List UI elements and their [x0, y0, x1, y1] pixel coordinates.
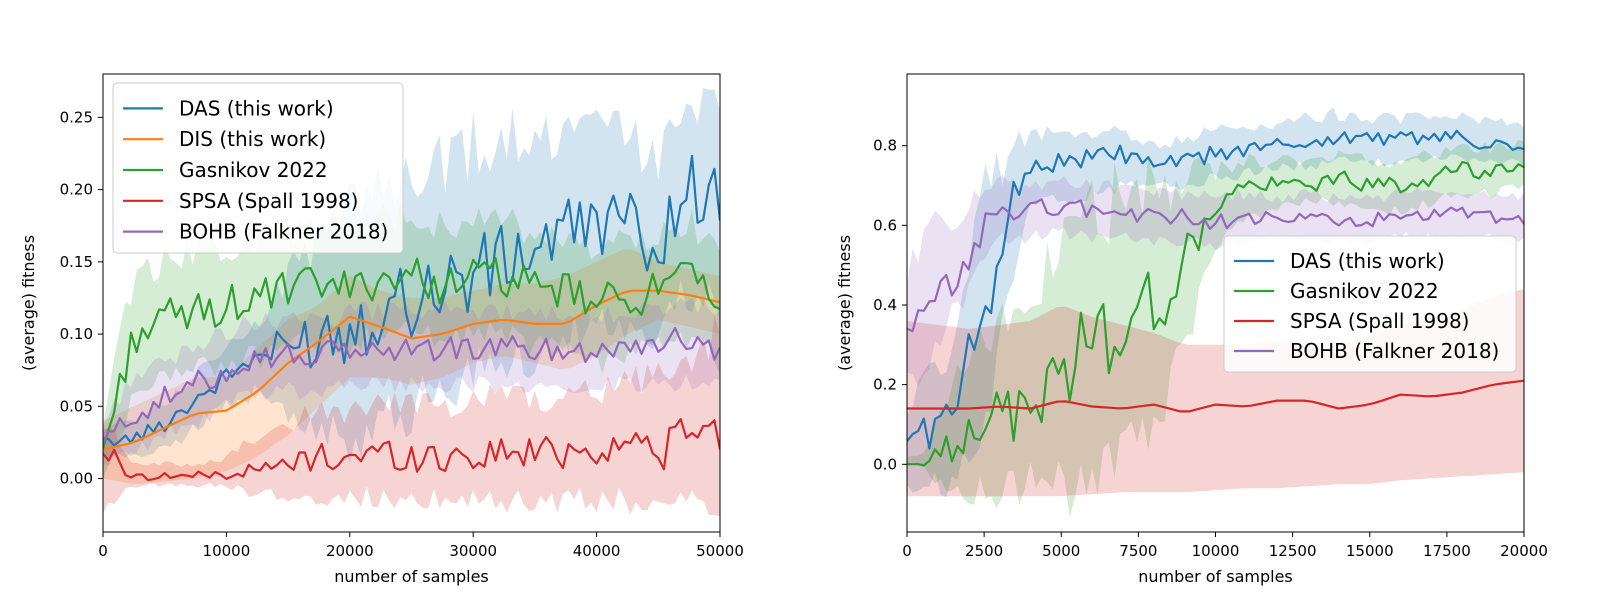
line-spsa-spall-1998-	[907, 379, 1524, 413]
y-tick-label: 0.0	[873, 455, 897, 473]
x-tick-label: 20000	[1500, 542, 1548, 560]
x-tick-label: 10000	[1192, 542, 1240, 560]
y-tick-label: 0.15	[60, 253, 93, 271]
y-tick-label: 0.10	[60, 325, 93, 343]
y-tick-label: 0.20	[60, 181, 93, 199]
y-axis-label: (average) fitness	[835, 235, 854, 371]
line-das-this-work-	[103, 154, 720, 447]
line-spsa-spall-1998-	[103, 418, 720, 482]
x-tick-label: 0	[902, 542, 912, 560]
y-tick-label: 0.4	[873, 296, 897, 314]
plot-frame	[102, 73, 721, 533]
legend: DAS (this work) Gasnikov 2022 SPSA (Spall …	[1223, 235, 1517, 373]
y-tick-label: 0.6	[873, 216, 897, 234]
x-tick-label: 15000	[1346, 542, 1394, 560]
y-axis-label: (average) fitness	[19, 235, 38, 371]
y-tick-label: 0.25	[60, 108, 93, 126]
band-bohb-falkner-2018-	[907, 174, 1524, 388]
legend-box	[112, 82, 404, 254]
x-tick-label: 7500	[1119, 542, 1157, 560]
legend-box	[1223, 235, 1517, 373]
x-tick-label: 5000	[1042, 542, 1080, 560]
x-tick-label: 30000	[449, 542, 497, 560]
legend: DAS (this work) DIS (this work) Gasnikov 2…	[112, 82, 404, 254]
band-bohb-falkner-2018-	[103, 297, 720, 467]
y-tick-label: 0.2	[873, 376, 897, 394]
line-gasnikov-2022	[103, 257, 720, 449]
x-tick-label: 10000	[203, 542, 251, 560]
x-axis-label: number of samples	[334, 567, 489, 586]
y-tick-label: 0.05	[60, 397, 93, 415]
legend-label: DIS (this work)	[179, 127, 326, 151]
x-axis-label: number of samples	[1138, 567, 1293, 586]
chart-2: 0 2500 5000 7500 10000 12500 15000 17500 20000 0.…	[835, 73, 1548, 586]
legend-label: Gasnikov 2022	[179, 158, 328, 182]
band-dis-this-work-	[103, 249, 720, 484]
legend-label: Gasnikov 2022	[1290, 279, 1439, 303]
band-gasnikov-2022	[103, 201, 720, 480]
legend-label: BOHB (Falkner 2018)	[1290, 339, 1499, 363]
chart-1: 0 10000 20000 30000 40000 50000 0.00 0.05 0.10 0.…	[19, 73, 744, 586]
legend-label: DAS (this work)	[179, 96, 334, 120]
y-tick-label: 0.00	[60, 470, 93, 488]
x-tick-label: 50000	[696, 542, 744, 560]
x-tick-label: 40000	[573, 542, 621, 560]
line-das-this-work-	[907, 129, 1524, 450]
line-bohb-falkner-2018-	[103, 326, 720, 444]
legend-label: SPSA (Spall 1998)	[179, 189, 358, 213]
band-das-this-work-	[907, 107, 1524, 498]
line-bohb-falkner-2018-	[907, 198, 1524, 333]
legend-label: BOHB (Falkner 2018)	[179, 220, 388, 244]
x-tick-label: 17500	[1423, 542, 1471, 560]
x-tick-label: 0	[98, 542, 108, 560]
legend-label: DAS (this work)	[1290, 249, 1445, 273]
band-spsa-spall-1998-	[103, 314, 720, 516]
x-tick-label: 12500	[1269, 542, 1317, 560]
x-tick-label: 2500	[965, 542, 1003, 560]
band-gasnikov-2022	[907, 139, 1524, 518]
legend-label: SPSA (Spall 1998)	[1290, 309, 1469, 333]
y-tick-label: 0.8	[873, 137, 897, 155]
x-tick-label: 20000	[326, 542, 374, 560]
plot-area	[103, 88, 720, 516]
